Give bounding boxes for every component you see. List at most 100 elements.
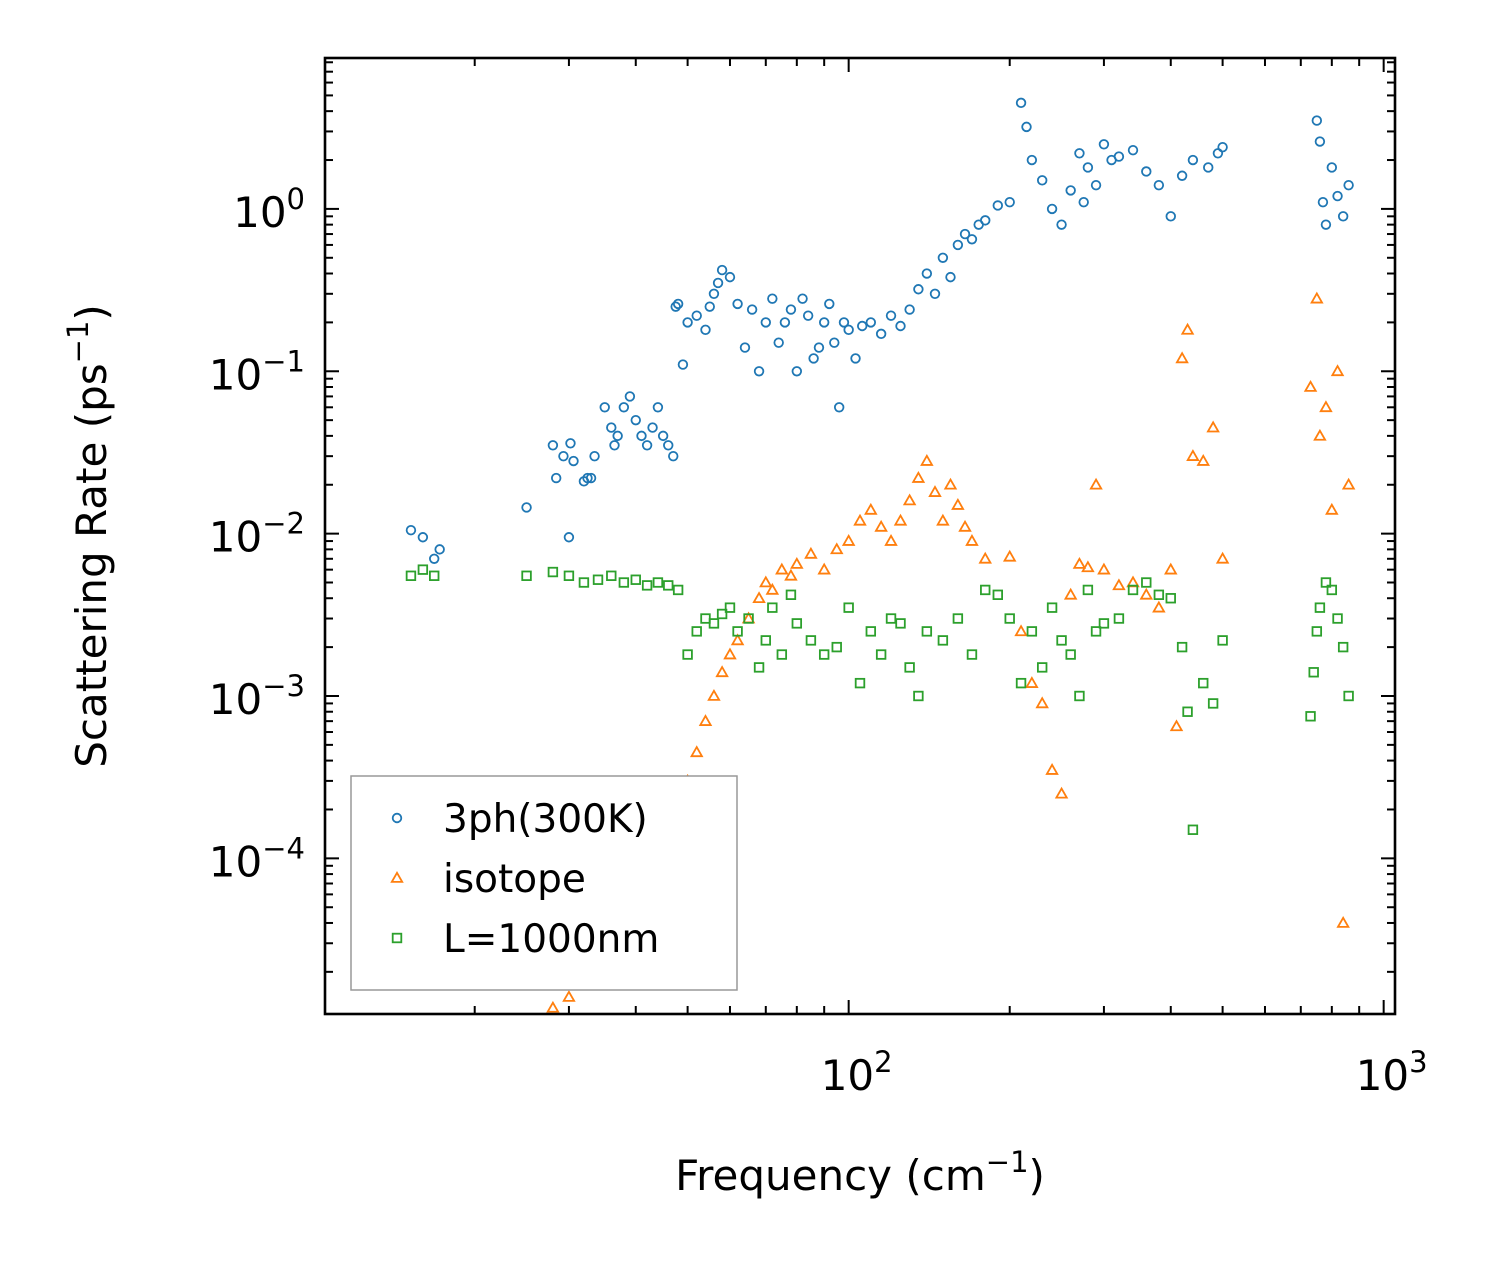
data-point <box>691 310 702 321</box>
data-point <box>1314 136 1326 147</box>
y-tick-label: 100 <box>233 182 305 237</box>
data-point <box>1314 602 1326 613</box>
data-point <box>1215 551 1230 564</box>
data-point <box>716 608 728 620</box>
data-point <box>1217 635 1228 646</box>
data-point <box>691 626 702 637</box>
legend-entry: 3ph(300K) <box>391 797 648 842</box>
data-point <box>618 402 630 413</box>
data-point <box>618 577 630 588</box>
data-point <box>791 618 803 629</box>
data-point <box>1056 219 1067 230</box>
data-point <box>1113 613 1125 624</box>
tick-marks <box>325 58 1395 1014</box>
data-point <box>790 556 804 569</box>
data-point <box>854 677 866 689</box>
data-point <box>817 562 831 575</box>
data-point <box>1035 696 1049 709</box>
data-point <box>724 602 736 613</box>
data-point <box>813 342 825 353</box>
data-point <box>1045 763 1059 775</box>
tick-labels: 102 103 10−4 10−3 10−2 10−1 100 <box>209 182 1428 1100</box>
data-point <box>913 284 924 295</box>
data-point <box>1014 624 1028 637</box>
data-point <box>1153 589 1165 601</box>
legend: 3ph(300K) isotope L=1000nm <box>350 775 738 991</box>
plot-frame <box>323 56 1397 1016</box>
x-axis-label-sup: −1 <box>986 1145 1029 1179</box>
data-point <box>417 532 429 543</box>
data-point <box>853 513 867 526</box>
data-point <box>1081 560 1095 573</box>
data-point <box>624 391 636 402</box>
data-point <box>937 252 949 263</box>
data-point <box>874 519 888 532</box>
data-point <box>592 574 604 585</box>
data-point <box>784 568 798 581</box>
data-point <box>1112 578 1126 591</box>
data-point <box>546 1000 560 1013</box>
data-point <box>1113 151 1125 162</box>
data-point <box>1139 587 1154 600</box>
data-point <box>630 414 641 426</box>
data-point <box>913 690 924 702</box>
data-point <box>980 584 991 596</box>
data-point <box>1337 211 1349 222</box>
data-point <box>1206 420 1220 433</box>
data-point <box>966 234 978 245</box>
data-point <box>767 602 778 613</box>
data-point <box>641 580 653 591</box>
data-point <box>1311 626 1323 637</box>
data-point <box>945 271 956 283</box>
data-point <box>565 438 576 449</box>
data-point <box>779 317 791 328</box>
data-point <box>672 298 684 310</box>
data-point <box>895 320 906 332</box>
data-point <box>1165 593 1176 604</box>
data-point <box>663 440 674 451</box>
data-point <box>929 288 941 300</box>
data-point <box>753 662 765 673</box>
data-point <box>1098 139 1110 150</box>
data-point <box>864 502 878 515</box>
data-point <box>630 574 641 585</box>
data-point <box>612 430 623 442</box>
data-point <box>1098 618 1110 629</box>
legend-entries: 3ph(300K) isotope L=1000nm <box>390 797 659 962</box>
data-point <box>1186 449 1200 461</box>
y-tick-label: 10−3 <box>209 669 305 724</box>
data-point <box>1203 162 1214 173</box>
data-point <box>1326 584 1338 596</box>
data-point <box>652 577 664 588</box>
data-point <box>1074 690 1085 702</box>
data-point <box>831 641 842 653</box>
data-point <box>417 564 429 575</box>
data-point <box>672 584 684 596</box>
data-point <box>829 337 840 348</box>
data-point <box>609 440 620 451</box>
data-point <box>808 353 819 364</box>
data-point <box>958 519 972 532</box>
legend-marker <box>391 812 403 824</box>
data-point <box>563 570 575 581</box>
y-tick-label: 10−4 <box>209 831 305 886</box>
data-point <box>434 544 445 555</box>
data-point <box>715 665 729 678</box>
data-point <box>1313 428 1327 441</box>
data-point <box>895 618 906 629</box>
data-point <box>670 301 681 312</box>
data-point <box>429 553 440 564</box>
data-point <box>657 430 669 442</box>
data-point <box>1036 175 1048 186</box>
data-point <box>1141 166 1152 177</box>
data-point <box>743 613 754 624</box>
data-point <box>547 566 559 578</box>
data-point <box>936 513 950 526</box>
data-point <box>773 337 784 348</box>
data-point <box>1063 587 1078 600</box>
data-point <box>1015 677 1027 689</box>
data-point <box>1097 562 1111 575</box>
data-point <box>951 498 965 510</box>
data-point <box>677 359 689 370</box>
